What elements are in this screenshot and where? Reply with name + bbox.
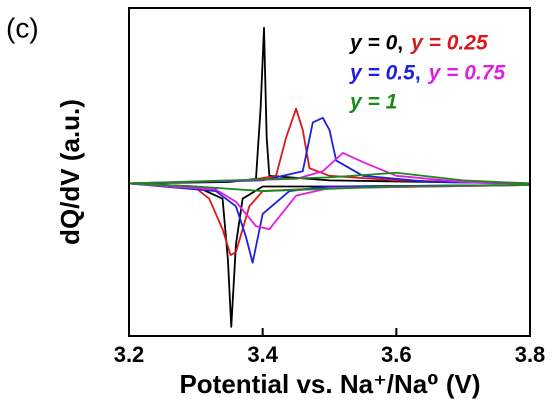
legend-label: y = 0 bbox=[349, 32, 398, 55]
panel-label: (c) bbox=[6, 12, 39, 43]
legend-label: y = 0.5 bbox=[349, 62, 415, 85]
legend-label: y = 0.75 bbox=[428, 62, 506, 85]
x-axis-title: Potential vs. Na⁺/Na⁰ (V) bbox=[179, 369, 480, 399]
y-axis-title: dQ/dV (a.u.) bbox=[55, 99, 85, 245]
legend-separator: , bbox=[397, 32, 403, 55]
x-tick-label: 3.2 bbox=[114, 342, 145, 367]
data-line bbox=[128, 152, 531, 231]
plot-frame bbox=[128, 7, 531, 337]
legend-separator: , bbox=[415, 62, 421, 85]
legend-label: y = 1 bbox=[349, 91, 397, 114]
x-tick-label: 3.8 bbox=[515, 342, 546, 367]
x-tick-label: 3.6 bbox=[381, 342, 412, 367]
legend-label: y = 0.25 bbox=[410, 32, 488, 55]
data-line bbox=[128, 116, 531, 264]
x-tick-label: 3.4 bbox=[247, 342, 278, 367]
